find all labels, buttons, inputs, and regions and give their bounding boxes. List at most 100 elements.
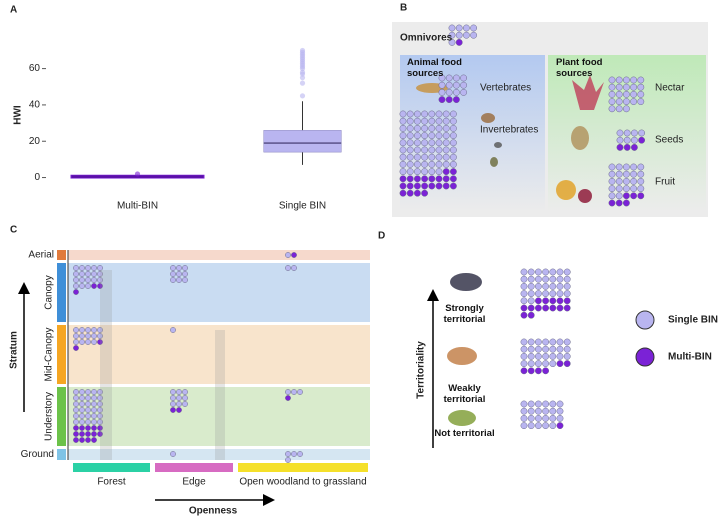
dot (442, 175, 450, 183)
dot (520, 282, 528, 290)
dot (534, 367, 542, 375)
dot (428, 117, 436, 125)
dot (421, 160, 429, 168)
dot (448, 24, 456, 32)
dot (435, 117, 443, 125)
dot (630, 163, 638, 171)
habitat-label: Edge (182, 477, 206, 488)
dot (73, 389, 79, 395)
outlier (299, 93, 306, 99)
dot (549, 360, 557, 368)
dot (622, 185, 630, 193)
dot (615, 199, 623, 207)
dot (73, 345, 79, 351)
dot (549, 407, 557, 415)
dot (622, 199, 630, 207)
dot (527, 352, 535, 360)
dot (449, 160, 457, 168)
habitat-label: Forest (97, 477, 126, 488)
dot (421, 146, 429, 154)
dot (421, 139, 429, 147)
group-label: Nectar (655, 83, 685, 94)
dot (549, 282, 557, 290)
dot (170, 327, 176, 333)
dot (413, 189, 421, 197)
dot (73, 401, 79, 407)
dot (413, 160, 421, 168)
dot (542, 400, 550, 408)
dot (399, 117, 407, 125)
dot (85, 339, 91, 345)
dot (623, 129, 631, 137)
dot (527, 282, 535, 290)
dot (527, 407, 535, 415)
dot (549, 414, 557, 422)
dot (73, 425, 79, 431)
dot (91, 283, 97, 289)
dot (622, 177, 630, 185)
dot (615, 163, 623, 171)
dot (556, 290, 564, 298)
dot (73, 277, 79, 283)
dot (549, 422, 557, 430)
dot (520, 422, 528, 430)
dot (435, 132, 443, 140)
dot (520, 338, 528, 346)
dot (527, 422, 535, 430)
dot (428, 124, 436, 132)
dot (73, 395, 79, 401)
dot (549, 345, 557, 353)
dot (442, 168, 450, 176)
dot (520, 367, 528, 375)
dot (182, 271, 188, 277)
outlier (299, 47, 306, 54)
group-label: Omnivores (400, 33, 453, 44)
dot (534, 414, 542, 422)
dot (563, 345, 571, 353)
dot (556, 268, 564, 276)
dot (455, 24, 463, 32)
dot (438, 81, 446, 89)
dot (630, 83, 638, 91)
stratum-label: Ground (21, 449, 54, 460)
dot (449, 110, 457, 118)
dot (79, 431, 85, 437)
dot (413, 153, 421, 161)
dot (556, 422, 564, 430)
dot (534, 422, 542, 430)
dot (527, 400, 535, 408)
dot (85, 413, 91, 419)
dot (563, 360, 571, 368)
dot (442, 146, 450, 154)
dot (406, 182, 414, 190)
dot (449, 182, 457, 190)
dot (421, 124, 429, 132)
dot (445, 96, 453, 104)
dot (527, 360, 535, 368)
dot (91, 431, 97, 437)
dot (97, 407, 103, 413)
dot (616, 136, 624, 144)
group-label: Invertebrates (480, 125, 538, 136)
dot (176, 265, 182, 271)
group-label: Vertebrates (480, 83, 531, 94)
dot (73, 289, 79, 295)
dot (638, 129, 646, 137)
dot (449, 117, 457, 125)
dot (608, 170, 616, 178)
dot (623, 136, 631, 144)
dot (556, 345, 564, 353)
y-tick-label: 40 (29, 100, 41, 111)
dot (428, 175, 436, 183)
dot (542, 345, 550, 353)
dot (79, 407, 85, 413)
dot (615, 177, 623, 185)
dot (630, 192, 638, 200)
dot (615, 83, 623, 91)
dot (73, 407, 79, 413)
dot (85, 271, 91, 277)
dot (79, 333, 85, 339)
dot (428, 110, 436, 118)
